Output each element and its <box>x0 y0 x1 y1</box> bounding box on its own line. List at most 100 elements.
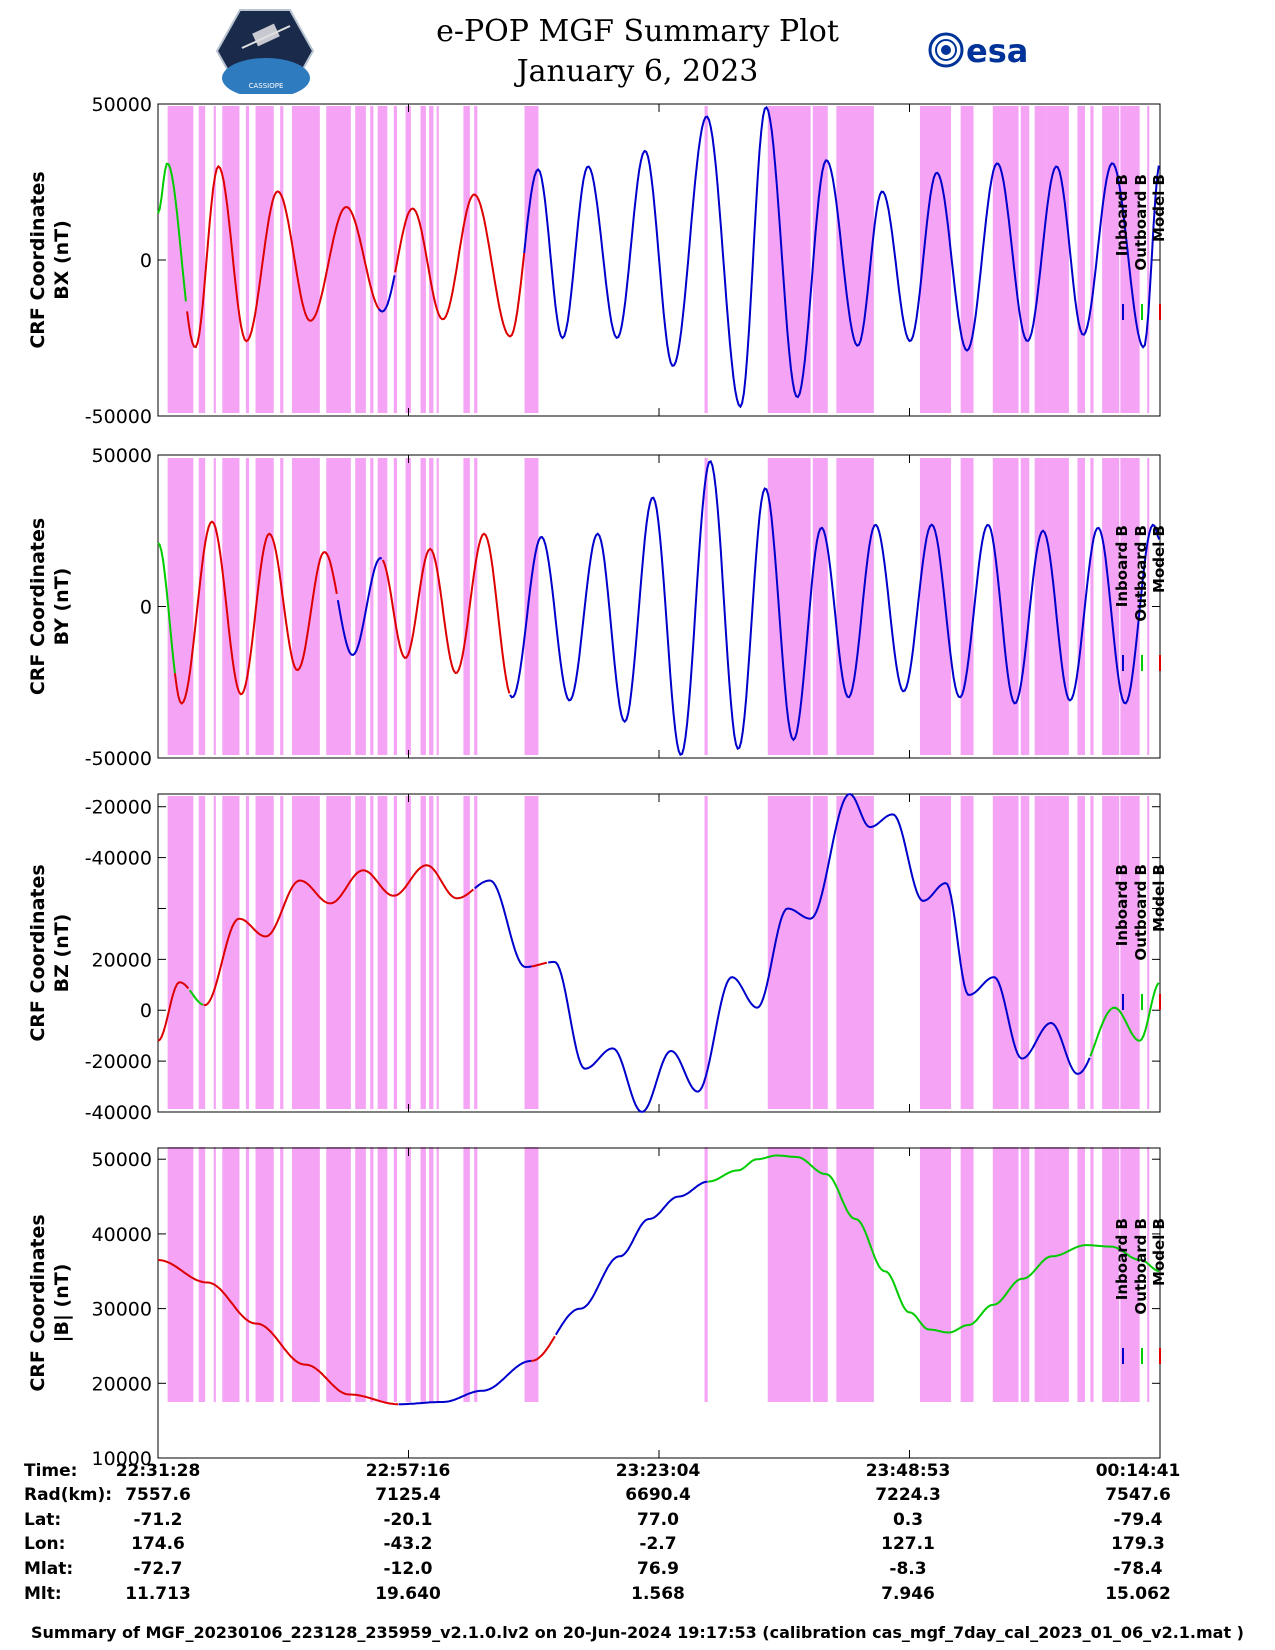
by-ytick-label: 50000 <box>92 445 152 467</box>
by-ylabel-units: BY (nT) <box>51 568 73 646</box>
shaded-interval <box>377 1147 388 1402</box>
shaded-interval <box>1090 458 1094 755</box>
shaded-interval <box>474 106 478 413</box>
shaded-interval <box>960 458 974 755</box>
shaded-interval <box>1120 106 1140 413</box>
shaded-interval <box>919 458 952 755</box>
shaded-interval <box>393 106 397 413</box>
bmag-ylabel-units: |B| (nT) <box>51 1264 73 1343</box>
shaded-interval <box>919 1147 952 1402</box>
shaded-interval <box>1046 106 1069 413</box>
by-ytick-label: 0 <box>140 597 152 619</box>
shaded-interval <box>767 796 811 1109</box>
shaded-interval <box>291 458 320 755</box>
info-cell: 6690.4 <box>625 1485 691 1505</box>
shaded-interval <box>355 458 366 755</box>
shaded-interval <box>1020 1147 1030 1402</box>
plot-date: January 6, 2023 <box>516 54 759 89</box>
shaded-interval <box>992 796 1019 1109</box>
shaded-interval <box>420 1147 426 1402</box>
shaded-interval <box>524 1147 539 1402</box>
shaded-interval <box>1034 458 1047 755</box>
info-cell: 22:57:16 <box>365 1461 451 1481</box>
shaded-interval <box>704 106 708 413</box>
shaded-interval <box>1034 796 1047 1109</box>
shaded-interval <box>1090 106 1094 413</box>
shaded-interval <box>355 1147 366 1402</box>
footer-summary: Summary of MGF_20230106_223128_235959_v2… <box>31 1623 1244 1642</box>
plot-title: e-POP MGF Summary Plot <box>436 14 839 49</box>
bmag-inboard-line <box>398 1359 532 1406</box>
legend-label: Model B <box>1150 864 1168 932</box>
shaded-interval <box>1147 796 1150 1109</box>
shaded-interval <box>222 458 240 755</box>
shaded-interval <box>436 796 439 1109</box>
shaded-interval <box>291 796 320 1109</box>
shaded-interval <box>960 106 974 413</box>
shaded-interval <box>836 1147 874 1402</box>
bx-model-line <box>394 193 526 338</box>
shaded-interval <box>1046 796 1069 1109</box>
info-cell: 77.0 <box>637 1510 679 1530</box>
bmag-inboard-line <box>555 1180 708 1336</box>
shaded-interval <box>245 106 250 413</box>
bmag-model-line <box>157 1259 399 1406</box>
bz-model-line <box>157 981 190 1042</box>
shaded-interval <box>812 796 828 1109</box>
shaded-interval <box>429 1147 434 1402</box>
shaded-interval <box>463 796 470 1109</box>
shaded-interval <box>326 1147 351 1402</box>
shaded-interval <box>280 796 284 1109</box>
shaded-interval <box>405 106 411 413</box>
bz-model-line <box>531 961 548 968</box>
shaded-interval <box>836 458 874 755</box>
bmag-ytick-label: 50000 <box>92 1149 152 1171</box>
shaded-interval <box>1090 796 1094 1109</box>
shaded-interval <box>1102 106 1120 413</box>
bx-ylabel: CRF Coordinates <box>27 171 49 348</box>
info-cell: -12.0 <box>383 1559 433 1579</box>
shaded-interval <box>436 106 439 413</box>
shaded-interval <box>255 1147 274 1402</box>
info-cell: 23:48:53 <box>865 1461 951 1481</box>
info-cell: -79.4 <box>1113 1510 1163 1530</box>
shaded-interval <box>222 796 240 1109</box>
shaded-interval <box>280 1147 284 1402</box>
shaded-interval <box>1034 1147 1047 1402</box>
esa-wordmark: esa <box>966 32 1028 68</box>
bz-ytick-label: 0 <box>140 1000 152 1022</box>
info-row-label: Rad(km): <box>24 1485 113 1505</box>
cassiope-caption: CASSIOPE <box>249 82 284 90</box>
by-inboard-line <box>509 459 1161 757</box>
shaded-interval <box>1120 1147 1140 1402</box>
info-cell: 174.6 <box>131 1534 185 1554</box>
shaded-interval <box>377 458 388 755</box>
shaded-interval <box>291 106 320 413</box>
legend-label: Outboard B <box>1132 1218 1150 1315</box>
bx-ytick-label: 50000 <box>92 94 152 116</box>
shaded-interval <box>960 1147 974 1402</box>
shaded-interval <box>393 1147 397 1402</box>
info-row-label: Mlat: <box>24 1559 74 1579</box>
esa-logo: esa <box>928 32 1028 68</box>
shaded-interval <box>370 106 374 413</box>
info-cell: -20.1 <box>383 1510 433 1530</box>
shaded-interval <box>1147 458 1150 755</box>
shaded-interval <box>992 1147 1019 1402</box>
shaded-interval <box>1020 796 1030 1109</box>
bmag-model-line <box>531 1335 556 1362</box>
shaded-interval <box>474 796 478 1109</box>
shaded-interval <box>291 1147 320 1402</box>
shaded-interval <box>1077 796 1085 1109</box>
bz-ytick-label: -20000 <box>85 1051 152 1073</box>
info-cell: -8.3 <box>889 1559 927 1579</box>
info-cell: 7125.4 <box>375 1485 441 1505</box>
bz-ylabel-units: BZ (nT) <box>51 914 73 993</box>
shaded-interval <box>255 458 274 755</box>
bz-ylabel: CRF Coordinates <box>27 864 49 1041</box>
shaded-interval <box>919 796 952 1109</box>
info-cell: 7.946 <box>881 1584 935 1604</box>
shaded-interval <box>420 458 426 755</box>
info-cell: 0.3 <box>892 1510 924 1530</box>
